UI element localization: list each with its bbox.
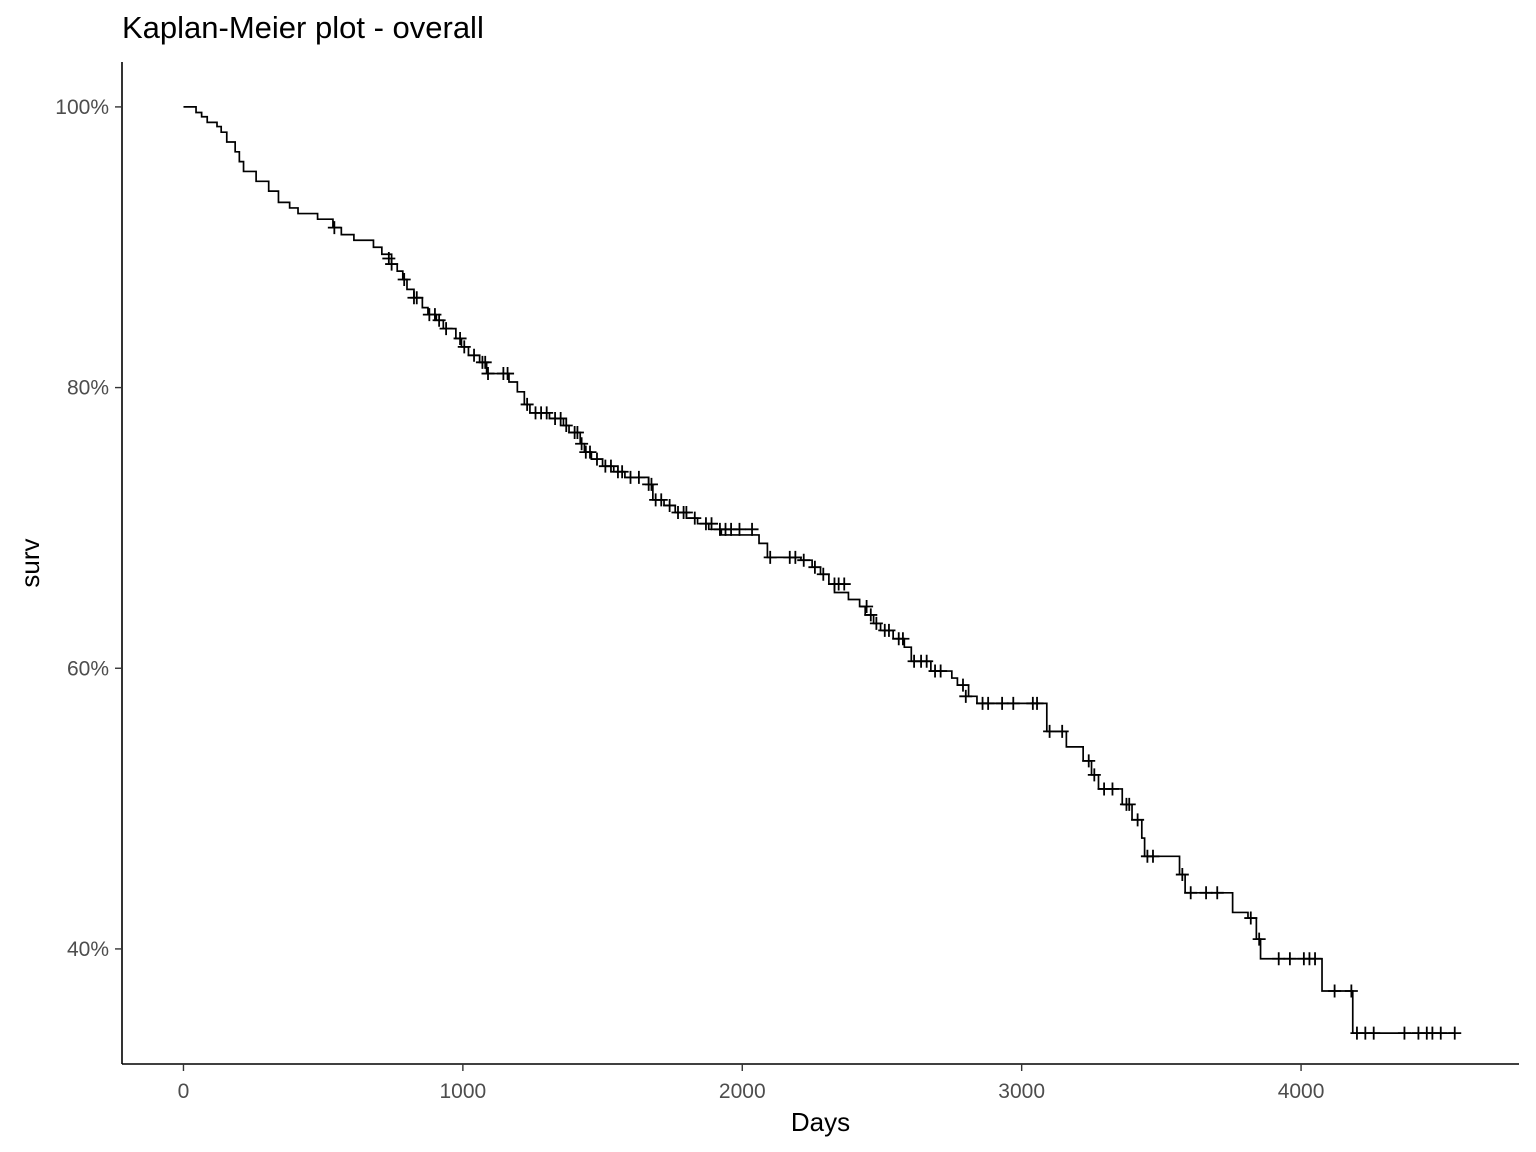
censor-mark	[1087, 768, 1101, 782]
censor-mark	[1210, 886, 1224, 900]
censor-mark	[1244, 911, 1258, 925]
censor-mark	[590, 452, 604, 466]
censor-mark	[467, 348, 481, 362]
censor-mark	[1184, 886, 1198, 900]
y-tick-label: 60%	[67, 657, 109, 680]
censor-mark	[432, 313, 446, 327]
censor-mark	[1272, 952, 1286, 966]
censor-mark	[869, 616, 883, 630]
x-tick-label: 4000	[1278, 1080, 1325, 1103]
y-axis-title: surv	[15, 538, 45, 587]
censor-mark	[1082, 754, 1096, 768]
censor-mark	[763, 550, 777, 564]
censor-mark	[797, 553, 811, 567]
x-tick-label: 2000	[719, 1080, 766, 1103]
y-tick-label: 100%	[55, 96, 109, 119]
censor-mark	[559, 418, 573, 432]
censor-mark	[501, 367, 515, 381]
censor-mark	[481, 367, 495, 381]
censor-mark	[327, 221, 341, 235]
survival-curve-layer	[183, 106, 1455, 1034]
survival-curve	[183, 106, 1455, 1034]
censor-mark	[385, 257, 399, 271]
censor-mark	[837, 577, 851, 591]
censor-mark	[679, 505, 693, 519]
censor-mark	[864, 608, 878, 622]
censor-mark	[1434, 1026, 1448, 1040]
censor-mark	[705, 517, 719, 531]
censor-marks-layer	[327, 221, 1462, 1040]
censor-mark	[615, 465, 629, 479]
censor-mark	[520, 397, 534, 411]
censor-mark	[788, 550, 802, 564]
censor-mark	[540, 406, 554, 420]
censor-mark	[663, 498, 677, 512]
censor-mark	[570, 425, 584, 439]
censor-mark	[453, 331, 467, 345]
censor-mark	[860, 600, 874, 614]
censor-mark	[554, 411, 568, 425]
censor-mark	[1043, 724, 1057, 738]
censor-mark	[1308, 952, 1322, 966]
censor-mark	[1397, 1026, 1411, 1040]
censor-mark	[397, 273, 411, 287]
censor-mark	[583, 445, 597, 459]
censor-mark	[654, 493, 668, 507]
chart-title: Kaplan-Meier plot - overall	[122, 10, 484, 45]
x-tick-label: 1000	[440, 1080, 487, 1103]
censor-mark	[382, 251, 396, 265]
censor-mark	[1328, 984, 1342, 998]
censor-mark	[1175, 868, 1189, 882]
censor-mark	[882, 623, 896, 637]
censor-mark	[1344, 984, 1358, 998]
censor-mark	[1199, 886, 1213, 900]
y-tick-label: 80%	[67, 377, 109, 400]
censor-mark	[439, 322, 453, 336]
censor-mark	[981, 696, 995, 710]
axes: 0 1000 2000 3000 4000 40% 60% 80% 100%	[55, 62, 1519, 1103]
x-tick-label: 3000	[998, 1080, 1045, 1103]
censor-mark	[956, 678, 970, 692]
censor-mark	[644, 477, 658, 491]
censor-mark	[1105, 782, 1119, 796]
censor-mark	[604, 459, 618, 473]
censor-mark	[478, 355, 492, 369]
censor-mark	[995, 696, 1009, 710]
censor-mark	[934, 664, 948, 678]
censor-mark	[1006, 696, 1020, 710]
censor-mark	[1131, 813, 1145, 827]
censor-mark	[959, 689, 973, 703]
censor-mark	[732, 522, 746, 536]
x-tick-label: 0	[178, 1080, 190, 1103]
censor-mark	[896, 632, 910, 646]
censor-mark	[745, 522, 759, 536]
censor-mark	[1122, 797, 1136, 811]
censor-mark	[1252, 932, 1266, 946]
censor-mark	[920, 654, 934, 668]
censor-mark	[808, 560, 822, 574]
censor-mark	[1448, 1026, 1462, 1040]
censor-mark	[1030, 696, 1044, 710]
censor-mark	[1055, 724, 1069, 738]
y-tick-label: 40%	[67, 938, 109, 961]
censor-mark	[457, 340, 471, 354]
censor-mark	[688, 511, 702, 525]
censor-mark	[1146, 849, 1160, 863]
censor-mark	[632, 470, 646, 484]
censor-mark	[816, 567, 830, 581]
censor-mark	[1283, 952, 1297, 966]
x-axis-title: Days	[791, 1107, 850, 1137]
censor-mark	[575, 437, 589, 451]
censor-mark	[1367, 1026, 1381, 1040]
censor-mark	[410, 291, 424, 305]
